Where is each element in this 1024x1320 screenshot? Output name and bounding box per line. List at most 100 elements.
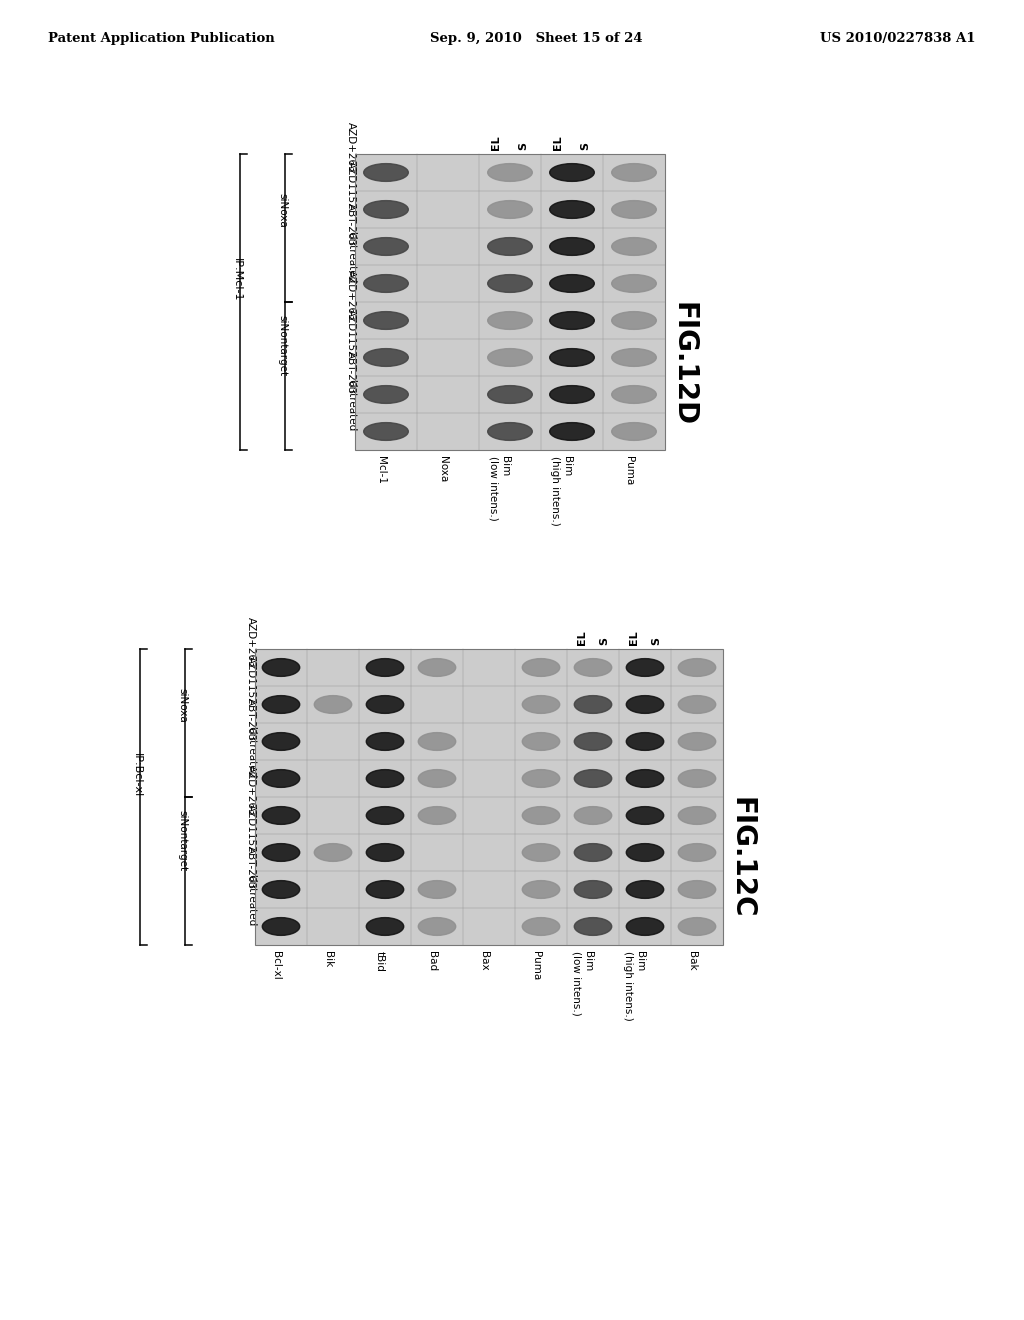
- Ellipse shape: [678, 770, 716, 787]
- Ellipse shape: [367, 843, 403, 862]
- Ellipse shape: [627, 843, 664, 862]
- Ellipse shape: [364, 201, 409, 218]
- Bar: [307, 649, 359, 945]
- Text: ABT-263: ABT-263: [346, 351, 356, 395]
- Bar: [255, 649, 723, 945]
- Ellipse shape: [627, 733, 664, 750]
- Text: ABT-263: ABT-263: [246, 846, 256, 890]
- Ellipse shape: [522, 807, 560, 825]
- Text: Untreated: Untreated: [346, 379, 356, 432]
- Ellipse shape: [364, 422, 409, 441]
- Text: S: S: [599, 638, 609, 645]
- Text: AZD1152: AZD1152: [246, 804, 256, 853]
- Ellipse shape: [364, 275, 409, 293]
- Ellipse shape: [364, 312, 409, 330]
- Ellipse shape: [487, 422, 532, 441]
- Bar: [618, 649, 671, 945]
- Ellipse shape: [418, 917, 456, 936]
- Text: S: S: [518, 143, 528, 150]
- Text: Mcl-1: Mcl-1: [376, 455, 386, 484]
- Ellipse shape: [550, 275, 594, 293]
- Text: siNoxa: siNoxa: [177, 688, 187, 723]
- Ellipse shape: [678, 807, 716, 825]
- Ellipse shape: [574, 917, 611, 936]
- Bar: [541, 154, 603, 450]
- Bar: [603, 154, 665, 450]
- Ellipse shape: [678, 696, 716, 713]
- Ellipse shape: [611, 164, 656, 181]
- Text: EL: EL: [492, 136, 502, 150]
- Text: FIG.12C: FIG.12C: [727, 797, 755, 919]
- Ellipse shape: [611, 312, 656, 330]
- Text: ABT-263: ABT-263: [346, 203, 356, 247]
- Ellipse shape: [627, 917, 664, 936]
- Ellipse shape: [364, 238, 409, 255]
- Ellipse shape: [522, 917, 560, 936]
- Text: tBid: tBid: [375, 950, 385, 972]
- Text: IP:Bcl-xl: IP:Bcl-xl: [132, 752, 142, 797]
- Text: Bim
(high intens.): Bim (high intens.): [551, 455, 572, 525]
- Bar: [355, 154, 417, 450]
- Text: EL: EL: [577, 631, 587, 645]
- Ellipse shape: [487, 312, 532, 330]
- Ellipse shape: [487, 385, 532, 404]
- Ellipse shape: [611, 422, 656, 441]
- Ellipse shape: [487, 348, 532, 367]
- Ellipse shape: [418, 770, 456, 787]
- Ellipse shape: [550, 422, 594, 441]
- Ellipse shape: [487, 275, 532, 293]
- Ellipse shape: [627, 696, 664, 713]
- Text: EL: EL: [553, 136, 563, 150]
- Text: S: S: [581, 143, 591, 150]
- Ellipse shape: [314, 843, 351, 862]
- Ellipse shape: [574, 733, 611, 750]
- Text: Puma: Puma: [624, 455, 634, 486]
- Ellipse shape: [262, 917, 300, 936]
- Text: Untreated: Untreated: [246, 726, 256, 779]
- Ellipse shape: [550, 164, 594, 181]
- Bar: [355, 154, 665, 450]
- Text: Sep. 9, 2010   Sheet 15 of 24: Sep. 9, 2010 Sheet 15 of 24: [430, 32, 643, 45]
- Text: AZD1152: AZD1152: [346, 309, 356, 358]
- Ellipse shape: [627, 880, 664, 899]
- Ellipse shape: [611, 238, 656, 255]
- Text: Bax: Bax: [479, 950, 489, 970]
- Ellipse shape: [574, 696, 611, 713]
- Ellipse shape: [678, 880, 716, 899]
- Ellipse shape: [678, 843, 716, 862]
- Ellipse shape: [487, 238, 532, 255]
- Ellipse shape: [262, 880, 300, 899]
- Ellipse shape: [627, 770, 664, 787]
- Text: AZD+263: AZD+263: [246, 764, 256, 816]
- Ellipse shape: [678, 659, 716, 676]
- Ellipse shape: [262, 770, 300, 787]
- Ellipse shape: [522, 880, 560, 899]
- Ellipse shape: [522, 659, 560, 676]
- Ellipse shape: [262, 659, 300, 676]
- Bar: [255, 649, 307, 945]
- Text: AZD+263: AZD+263: [346, 121, 356, 173]
- Ellipse shape: [522, 770, 560, 787]
- Text: IP:Mcl-1: IP:Mcl-1: [232, 259, 242, 302]
- Ellipse shape: [418, 880, 456, 899]
- Text: S: S: [651, 638, 662, 645]
- Bar: [359, 649, 411, 945]
- Ellipse shape: [262, 843, 300, 862]
- Text: Bim
(high intens.): Bim (high intens.): [624, 950, 645, 1020]
- Ellipse shape: [574, 659, 611, 676]
- Bar: [411, 649, 463, 945]
- Ellipse shape: [522, 696, 560, 713]
- Ellipse shape: [487, 164, 532, 181]
- Text: FIG.12D: FIG.12D: [669, 302, 697, 426]
- Ellipse shape: [611, 201, 656, 218]
- Ellipse shape: [574, 880, 611, 899]
- Ellipse shape: [367, 770, 403, 787]
- Text: siNontarget: siNontarget: [177, 810, 187, 871]
- Ellipse shape: [678, 917, 716, 936]
- Ellipse shape: [418, 659, 456, 676]
- Text: Patent Application Publication: Patent Application Publication: [48, 32, 274, 45]
- Ellipse shape: [550, 348, 594, 367]
- Ellipse shape: [367, 659, 403, 676]
- Text: Untreated: Untreated: [246, 874, 256, 927]
- Ellipse shape: [627, 807, 664, 825]
